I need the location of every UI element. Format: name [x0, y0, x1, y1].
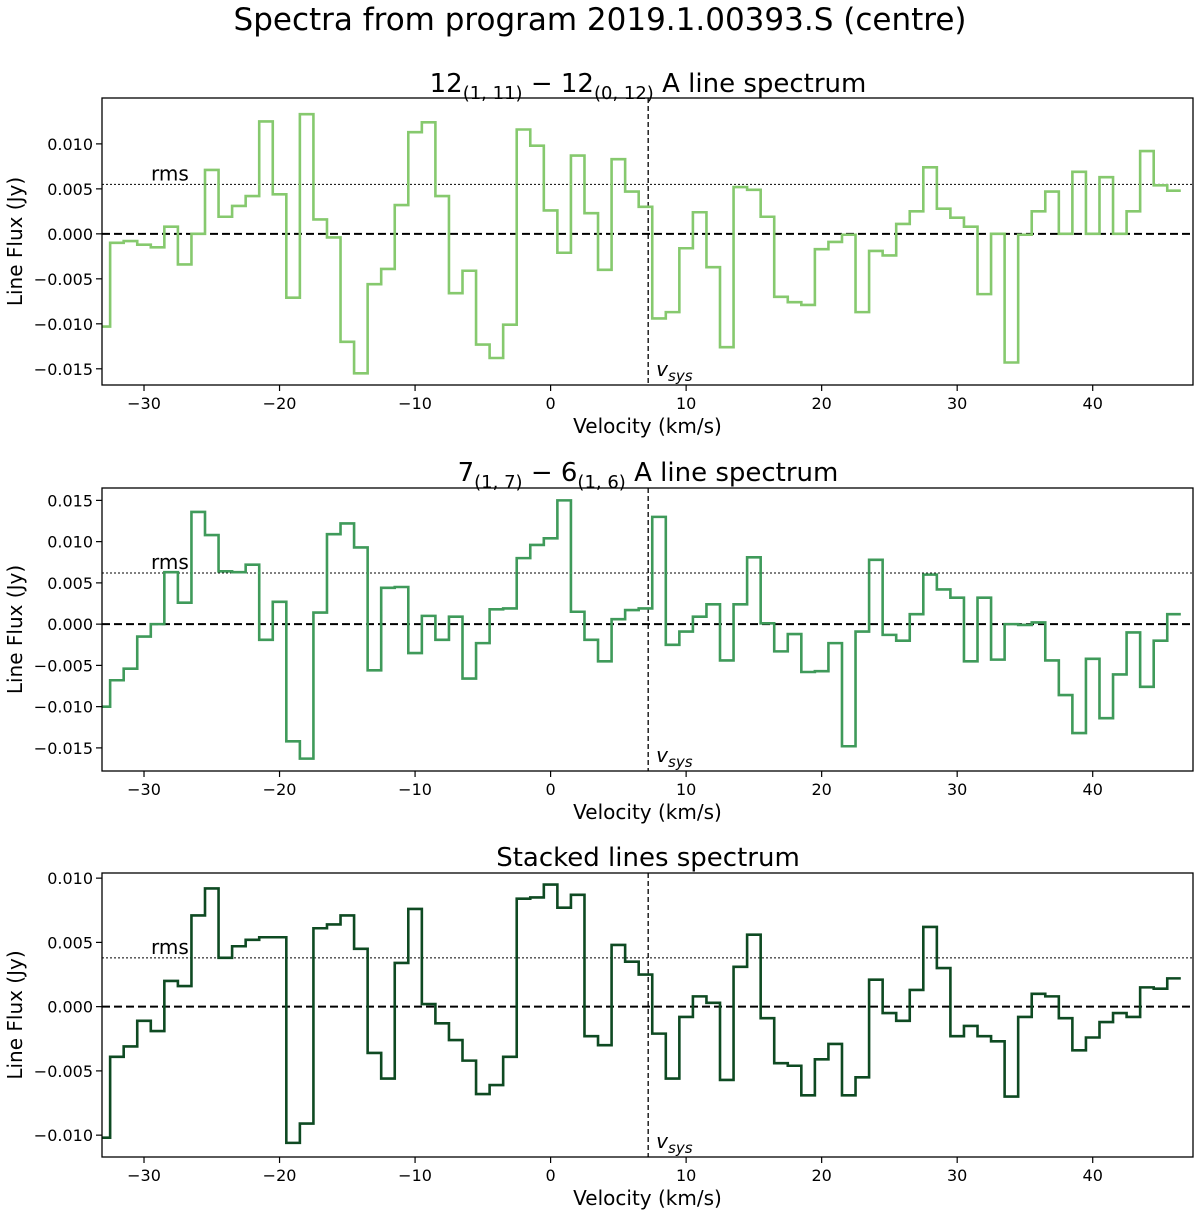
subplot-title: 7(1, 7) − 6(1, 6) A line spectrum — [458, 458, 839, 493]
y-tick-label: 0.010 — [47, 533, 93, 552]
y-tick-label: 0.005 — [47, 574, 93, 593]
vsys-label: vsys — [656, 743, 693, 771]
x-axis-label: Velocity (km/s) — [573, 1186, 722, 1210]
rms-label: rms — [151, 550, 189, 574]
x-tick-label: 20 — [811, 394, 831, 413]
suptitle: Spectra from program 2019.1.00393.S (cen… — [234, 2, 967, 38]
y-tick-label: 0.000 — [47, 615, 93, 634]
x-tick-label: 0 — [546, 1166, 556, 1185]
vsys-sub: sys — [668, 1139, 693, 1157]
axes-frame — [101, 872, 1194, 1158]
spectrum-line — [102, 883, 1181, 1145]
vsys-label: vsys — [656, 357, 693, 385]
vsys-base: v — [656, 1129, 669, 1153]
x-tick-label: −10 — [398, 1166, 432, 1185]
x-tick-label: 0 — [546, 394, 556, 413]
y-tick-label: 0.005 — [47, 933, 93, 952]
y-tick-label: 0.000 — [47, 998, 93, 1017]
vsys-base: v — [656, 743, 669, 767]
title-text: 12 — [430, 69, 463, 99]
x-tick-label: 30 — [947, 1166, 967, 1185]
x-tick-label: −10 — [398, 780, 432, 799]
y-tick-label: −0.005 — [34, 1062, 93, 1081]
x-tick-label: −30 — [127, 394, 161, 413]
subplot-title: 12(1, 11) − 12(0, 12) A line spectrum — [430, 69, 867, 104]
y-tick-label: −0.015 — [34, 360, 93, 379]
title-text: A line spectrum — [626, 458, 839, 488]
x-axis-label: Velocity (km/s) — [573, 800, 722, 824]
vsys-sub: sys — [668, 753, 693, 771]
y-tick-label: 0.005 — [47, 180, 93, 199]
x-tick-label: 10 — [676, 1166, 696, 1185]
title-text: A line spectrum — [654, 69, 867, 99]
rms-label: rms — [151, 161, 189, 185]
x-tick-label: −10 — [398, 394, 432, 413]
vsys-sub: sys — [668, 367, 693, 385]
y-tick-label: −0.005 — [34, 270, 93, 289]
title-text: Stacked lines spectrum — [496, 843, 800, 873]
x-axis-label: Velocity (km/s) — [573, 414, 722, 438]
y-tick-label: 0.000 — [47, 225, 93, 244]
x-tick-label: 10 — [676, 394, 696, 413]
x-tick-label: 30 — [947, 394, 967, 413]
x-tick-label: −20 — [263, 1166, 297, 1185]
axes-frame — [101, 97, 1194, 386]
y-tick-label: −0.010 — [34, 698, 93, 717]
y-axis-label: Line Flux (Jy) — [3, 177, 27, 306]
y-tick-label: 0.010 — [47, 869, 93, 888]
title-text: 7 — [458, 458, 475, 488]
spectrum-line — [102, 112, 1181, 375]
x-tick-label: 20 — [811, 780, 831, 799]
x-tick-label: 40 — [1083, 780, 1103, 799]
title-subscript: (1, 6) — [577, 472, 625, 493]
vsys-base: v — [656, 357, 669, 381]
title-text: − 12 — [523, 69, 594, 99]
vsys-label: vsys — [656, 1129, 693, 1157]
y-tick-label: −0.010 — [34, 1126, 93, 1145]
x-tick-label: 0 — [546, 780, 556, 799]
x-tick-label: −30 — [127, 1166, 161, 1185]
y-axis-label: Line Flux (Jy) — [3, 565, 27, 694]
y-tick-label: 0.010 — [47, 135, 93, 154]
subplot-title: Stacked lines spectrum — [496, 843, 800, 873]
title-subscript: (1, 11) — [463, 83, 523, 104]
title-text: − 6 — [523, 458, 578, 488]
spectrum-line — [102, 499, 1181, 760]
title-subscript: (1, 7) — [474, 472, 522, 493]
x-tick-label: 30 — [947, 780, 967, 799]
x-tick-label: −20 — [263, 780, 297, 799]
axes-frame — [101, 487, 1194, 772]
y-tick-label: 0.015 — [47, 491, 93, 510]
y-tick-label: −0.010 — [34, 315, 93, 334]
x-tick-label: −20 — [263, 394, 297, 413]
y-tick-label: −0.005 — [34, 656, 93, 675]
x-tick-label: 10 — [676, 780, 696, 799]
x-tick-label: 20 — [811, 1166, 831, 1185]
title-subscript: (0, 12) — [594, 83, 654, 104]
x-tick-label: 40 — [1083, 1166, 1103, 1185]
x-tick-label: 40 — [1083, 394, 1103, 413]
x-tick-label: −30 — [127, 780, 161, 799]
y-tick-label: −0.015 — [34, 739, 93, 758]
y-axis-label: Line Flux (Jy) — [3, 950, 27, 1079]
rms-label: rms — [151, 935, 189, 959]
